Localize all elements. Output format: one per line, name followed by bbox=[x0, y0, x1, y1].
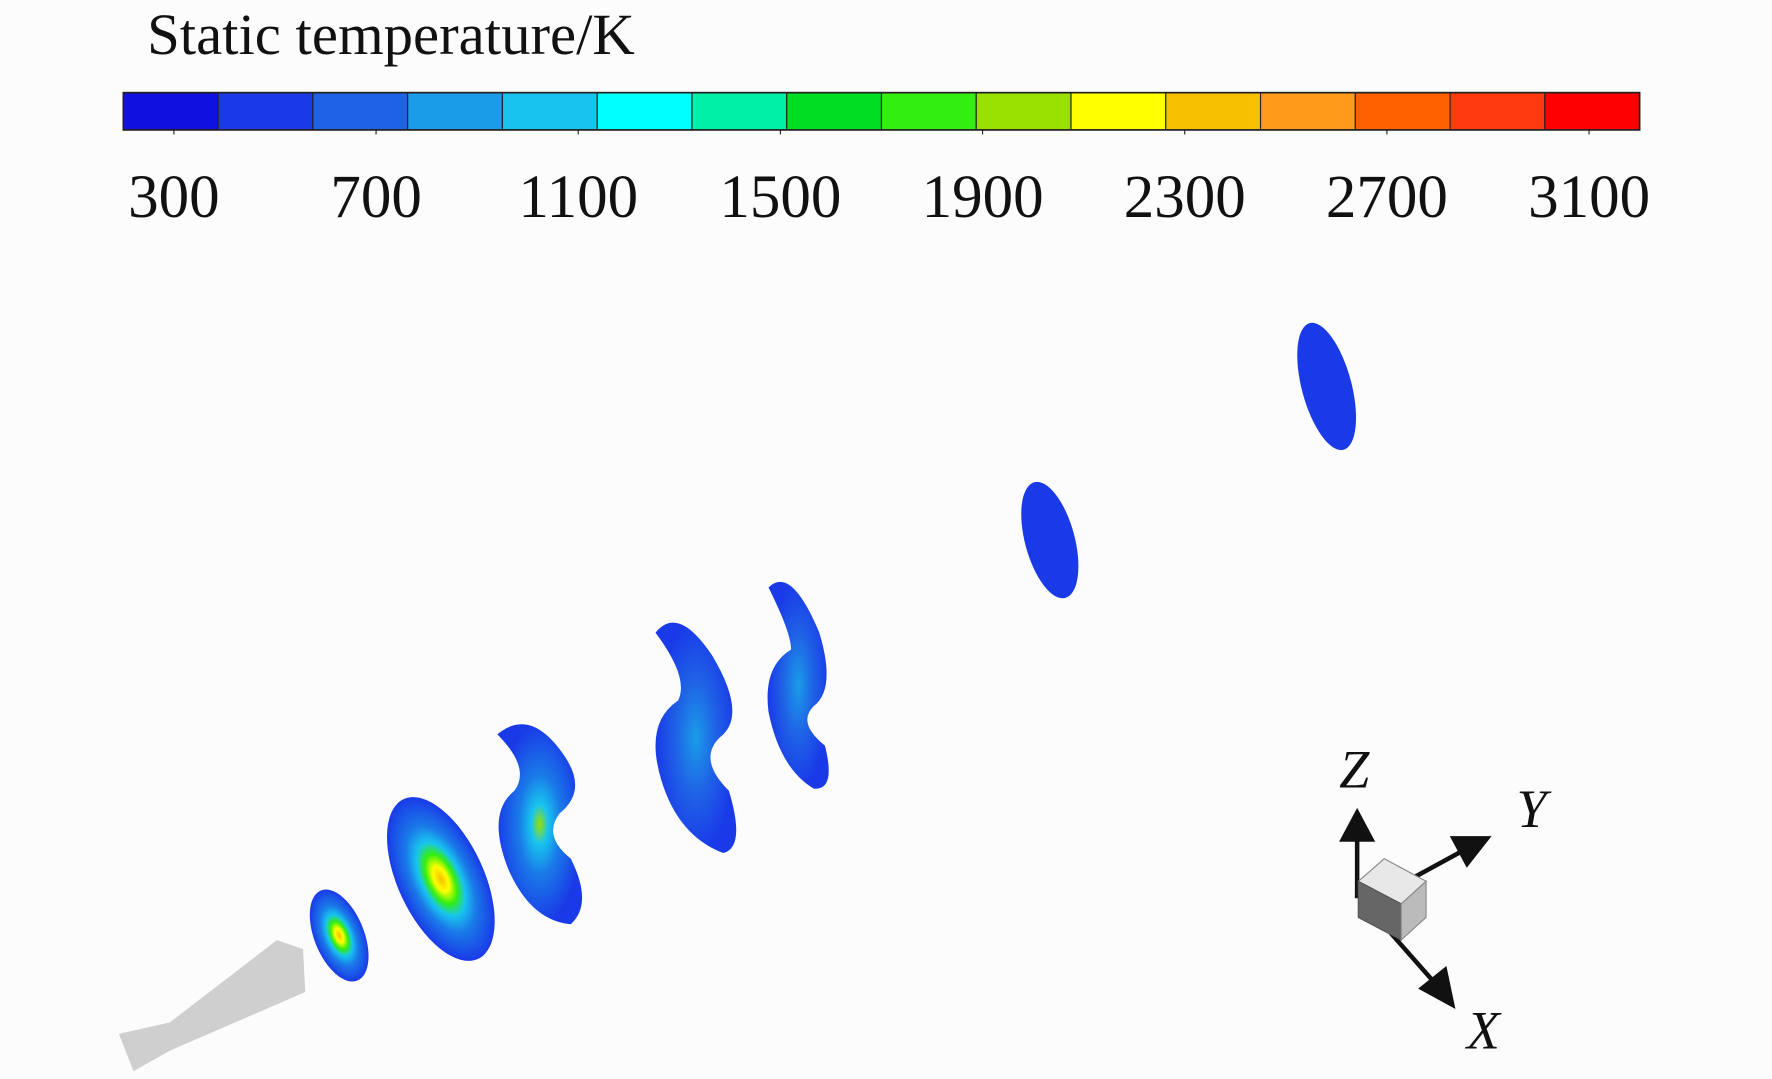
colorbar-tick-label: 1500 bbox=[719, 164, 841, 231]
plume-section bbox=[1021, 481, 1079, 599]
colorbar-band bbox=[312, 92, 409, 131]
contour-plot bbox=[118, 322, 1357, 1072]
x-label: X bbox=[1465, 1000, 1502, 1060]
x-arrowhead bbox=[1418, 966, 1456, 1009]
colorbar-band bbox=[1544, 92, 1641, 131]
colorbar-frame bbox=[122, 91, 1641, 131]
colorbar-band bbox=[691, 92, 788, 131]
colorbar-band bbox=[975, 92, 1072, 131]
colorbar-tick-label: 700 bbox=[330, 164, 422, 231]
colorbar-band bbox=[1259, 92, 1356, 131]
cube-right bbox=[1400, 880, 1427, 942]
y-label: Y bbox=[1516, 779, 1551, 839]
colorbar-tick-label: 1900 bbox=[922, 164, 1044, 231]
colorbar-band bbox=[1449, 92, 1546, 131]
colorbar-tick-label: 2300 bbox=[1124, 164, 1246, 231]
z-arrowhead bbox=[1339, 807, 1376, 842]
colorbar: 300 700 1100 1500 1900 2300 2700 3100 bbox=[122, 91, 1650, 231]
colorbar-band bbox=[1070, 92, 1167, 131]
axis-triad: Z Y X bbox=[1339, 740, 1551, 1060]
plume-section bbox=[386, 797, 495, 961]
plume-section bbox=[1297, 322, 1357, 451]
colorbar-tick-label: 2700 bbox=[1326, 164, 1448, 231]
colorbar-band bbox=[1354, 92, 1451, 131]
plume-section bbox=[309, 889, 369, 982]
colorbar-title: Static temperature/K bbox=[147, 2, 635, 67]
colorbar-band bbox=[122, 92, 219, 131]
y-axis-arrow bbox=[1405, 845, 1471, 884]
colorbar-tick-label: 1100 bbox=[518, 164, 638, 231]
colorbar-band bbox=[217, 92, 314, 131]
colorbar-band bbox=[786, 92, 883, 131]
y-arrowhead bbox=[1449, 836, 1492, 868]
colorbar-band bbox=[1165, 92, 1262, 131]
colorbar-band bbox=[407, 92, 503, 131]
colorbar-band bbox=[501, 92, 598, 131]
plume-section bbox=[497, 724, 583, 925]
colorbar-tick-label: 300 bbox=[128, 164, 220, 231]
nozzle bbox=[118, 940, 306, 1072]
plume-section bbox=[767, 581, 829, 789]
colorbar-band bbox=[880, 92, 977, 131]
z-label: Z bbox=[1339, 740, 1370, 800]
colorbar-band bbox=[596, 92, 693, 131]
plume-section bbox=[655, 622, 737, 854]
colorbar-tick-label: 3100 bbox=[1528, 164, 1650, 231]
